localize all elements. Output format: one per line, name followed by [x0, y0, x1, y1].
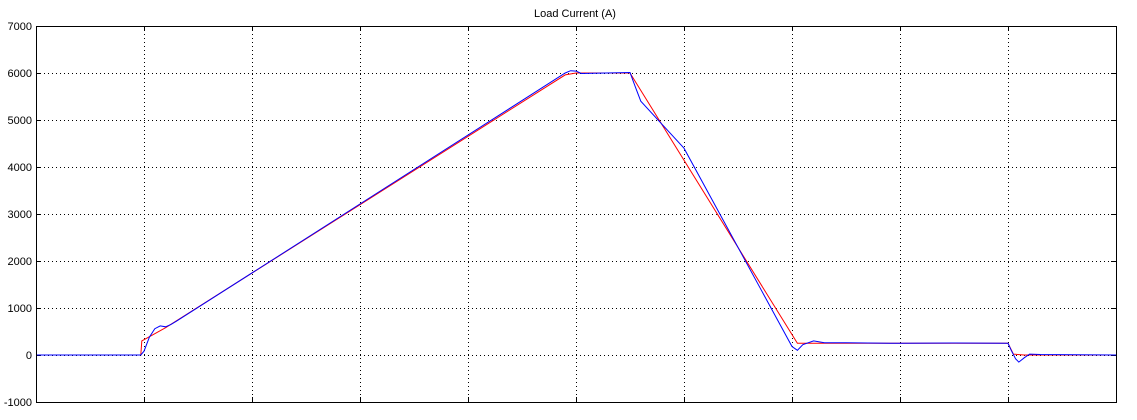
y-tick-label: 2000: [8, 256, 32, 268]
y-tick-label: 3000: [8, 209, 32, 221]
y-tick-label: -1000: [4, 397, 32, 409]
chart-title: Load Current (A): [534, 8, 616, 20]
y-tick-label: 1000: [8, 303, 32, 315]
plot-frame: [36, 26, 1117, 403]
y-tick-label: 5000: [8, 115, 32, 127]
series-layer: [36, 70, 1117, 363]
series-line-2: [36, 70, 1117, 363]
y-tick-label: 7000: [8, 21, 32, 33]
y-axis-ticks: -1000 0 1000 2000 3000 4000 5000 6000 7000: [4, 21, 1116, 409]
y-tick-label: 4000: [8, 162, 32, 174]
grid-lines: [36, 26, 1116, 402]
y-tick-label: 0: [26, 350, 32, 362]
y-tick-label: 6000: [8, 68, 32, 80]
